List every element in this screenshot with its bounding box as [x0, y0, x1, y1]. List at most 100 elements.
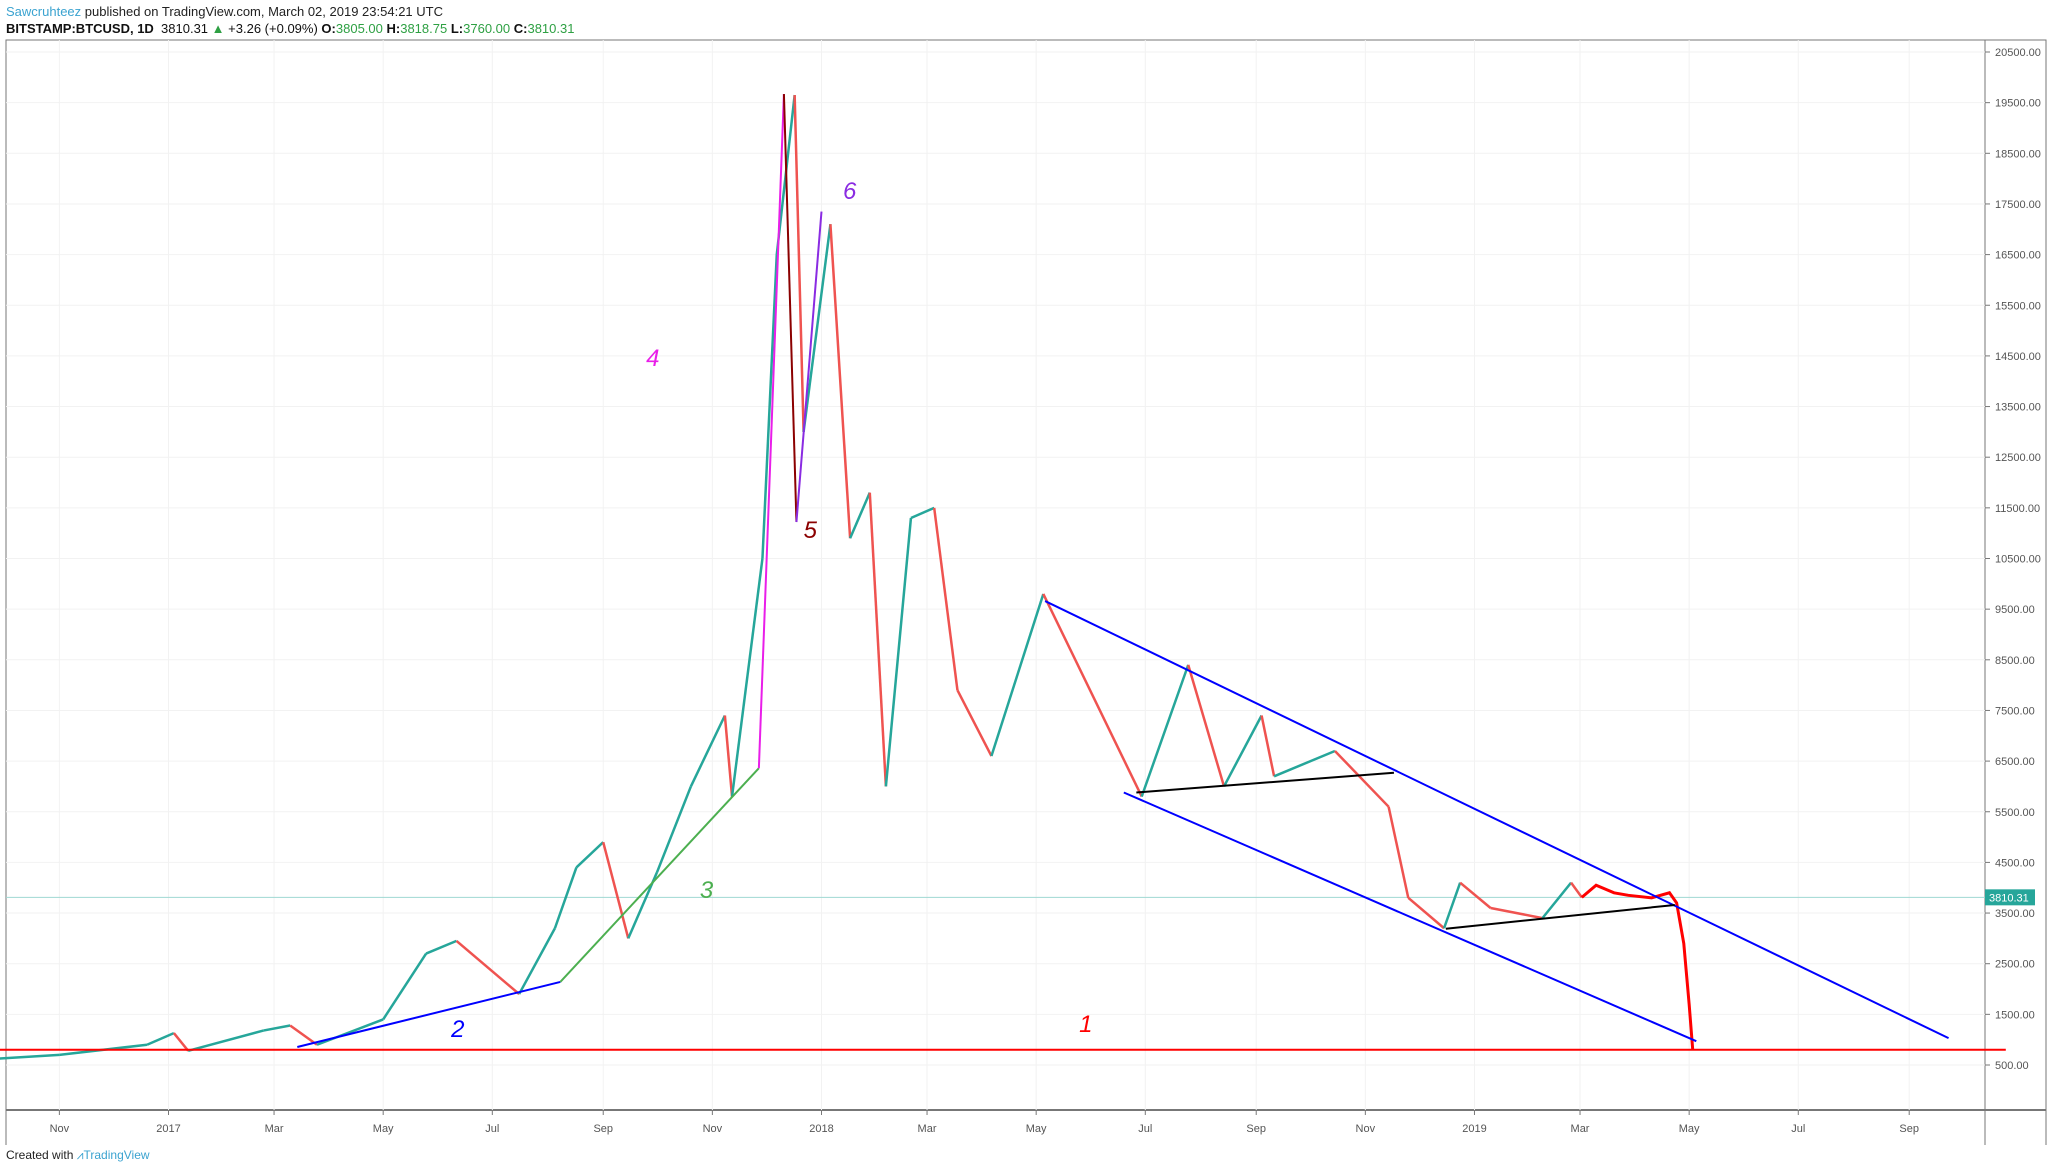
y-tick-label: 12500.00 [1995, 452, 2041, 464]
y-tick-label: 6500.00 [1995, 756, 2035, 768]
price-segment [316, 1018, 384, 1046]
trend-line [1123, 791, 1697, 1043]
y-tick-label: 10500.00 [1995, 554, 2041, 566]
trend-line [1445, 903, 1675, 930]
y-tick-label: 14500.00 [1995, 351, 2041, 363]
high-value: 3818.75 [400, 21, 448, 36]
price-segment [1442, 882, 1462, 929]
tradingview-brand[interactable]: TradingView [83, 1148, 150, 1162]
price-segment [723, 715, 734, 797]
x-tick-label: May [373, 1123, 394, 1135]
y-tick-label: 4500.00 [1995, 857, 2035, 869]
price-segment [263, 1024, 291, 1032]
y-tick-label: 17500.00 [1995, 199, 2041, 211]
x-tick-label: Nov [1356, 1123, 1376, 1135]
price-segment [425, 939, 458, 955]
x-tick-label: Sep [1899, 1123, 1919, 1135]
wave-label-2: 2 [450, 1016, 464, 1043]
close-label: C: [513, 21, 528, 36]
open-label: O: [321, 21, 336, 36]
price-segment [289, 1024, 318, 1046]
author-link[interactable]: Sawcruhteez [6, 4, 82, 19]
price-segment [455, 939, 520, 996]
price-segment [1387, 806, 1410, 899]
wave-label-1: 1 [1079, 1011, 1092, 1038]
footer: Created with ⩘TradingView [6, 1148, 150, 1163]
price-segment [172, 1032, 190, 1052]
symbol: BITSTAMP:BTCUSD, 1D [6, 21, 154, 36]
x-tick-label: Mar [918, 1123, 937, 1135]
trend-line-5 [782, 94, 798, 523]
y-tick-label: 2500.00 [1995, 959, 2035, 971]
wave-label-6: 6 [843, 178, 857, 205]
x-tick-label: 2019 [1462, 1123, 1486, 1135]
y-tick-label: 13500.00 [1995, 402, 2041, 414]
x-tick-label: Sep [1246, 1123, 1266, 1135]
price-segment [1187, 664, 1226, 787]
price-segment [0, 1053, 60, 1060]
x-tick-label: Sep [593, 1123, 613, 1135]
close-value: 3810.31 [527, 21, 575, 36]
price-segment [793, 95, 805, 432]
x-tick-label: Jul [485, 1123, 499, 1135]
tradingview-logo-icon: ⩘ [76, 1148, 84, 1162]
x-tick-label: Jul [1138, 1123, 1152, 1135]
price-segment [187, 1029, 264, 1053]
trend-line-3 [559, 767, 760, 983]
y-tick-label: 3500.00 [1995, 908, 2035, 920]
price-segment [553, 867, 578, 929]
x-tick-label: 2017 [156, 1123, 180, 1135]
price-segment [910, 506, 935, 520]
trend-line [1044, 600, 1949, 1040]
price-segment [848, 492, 871, 539]
trend-line [1136, 771, 1395, 794]
y-tick-label: 9500.00 [1995, 604, 2035, 616]
price-segment [761, 254, 779, 559]
x-tick-label: Mar [265, 1123, 284, 1135]
y-tick-label: 11500.00 [1995, 503, 2040, 515]
price-segment [1260, 715, 1276, 777]
price-segment [1570, 881, 1583, 899]
low-value: 3760.00 [463, 21, 511, 36]
projection-brush [1580, 883, 1695, 1050]
price-segment [990, 593, 1045, 757]
y-tick-label: 8500.00 [1995, 655, 2035, 667]
open-value: 3805.00 [335, 21, 383, 36]
trend-line-2 [297, 980, 561, 1048]
price-chart[interactable]: 20500.00 1 9500.00 18500.00 17500.00 16500.00… [0, 0, 2048, 1145]
last-price-tag [1985, 889, 2035, 906]
price-segment [884, 517, 913, 787]
price-segment [1042, 593, 1143, 798]
high-label: H: [386, 21, 401, 36]
price-segment [1273, 749, 1336, 778]
price-segment [655, 785, 693, 873]
price-segment [730, 558, 764, 797]
price-segment [1140, 664, 1190, 797]
y-tick-label: 20500.00 [1995, 47, 2041, 59]
x-tick-label: May [1679, 1123, 1700, 1135]
trend-line-4 [757, 94, 785, 769]
price-segment [956, 689, 993, 757]
created-with: Created with [6, 1148, 74, 1162]
publish-text: published on TradingView.com, March 02, … [84, 4, 443, 19]
x-tick-label: 2018 [809, 1123, 833, 1135]
wave-label-3: 3 [700, 877, 714, 904]
wave-label-5: 5 [804, 517, 818, 544]
price-segment [575, 841, 605, 869]
y-tick-label: 16500.00 [1995, 250, 2041, 262]
price-segment [802, 224, 832, 433]
price-segment [1222, 714, 1263, 788]
y-tick-label: 15500.00 [1995, 300, 2041, 312]
symbol-legend: BITSTAMP:BTCUSD, 1D 3810.31 ▲ +3.26 (+0.… [6, 21, 574, 36]
last-price-tag-label: 3810.31 [1989, 892, 2029, 904]
x-tick-label: Jul [1791, 1123, 1805, 1135]
y-tick-label: 18500.00 [1995, 148, 2041, 160]
price-segment [1541, 881, 1573, 919]
price-segment [829, 224, 852, 539]
x-tick-label: Mar [1571, 1123, 1590, 1135]
y-tick-label: 5500.00 [1995, 807, 2035, 819]
trend-line-6 [795, 211, 823, 523]
publish-info: Sawcruhteez published on TradingView.com… [6, 4, 443, 19]
y-tick-label: 1500.00 [1995, 1009, 2035, 1021]
price-segment [868, 492, 888, 787]
